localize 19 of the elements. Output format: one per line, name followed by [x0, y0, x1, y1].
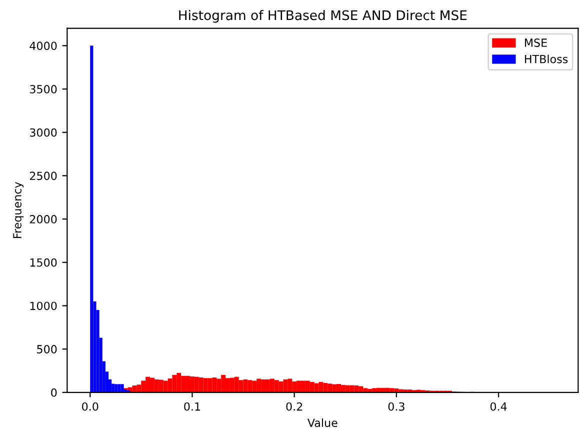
y-tick-label: 2500	[30, 172, 57, 180]
x-tick-label: 0.2	[286, 402, 302, 411]
y-axis-title: Frequency	[13, 182, 24, 238]
x-tick-label: 0.4	[490, 402, 507, 411]
y-tick-label: 0	[51, 388, 57, 397]
y-tick-label: 500	[37, 345, 57, 354]
x-axis-title: Value	[307, 418, 338, 428]
y-tick-label: 4000	[30, 42, 57, 50]
x-tick-label: 0.0	[82, 402, 98, 411]
x-tick-label: 0.1	[184, 402, 200, 411]
y-tick-label: 1500	[30, 258, 57, 267]
chart-title: Histogram of HTBased MSE AND Direct MSE	[179, 10, 467, 23]
legend-label: MSE	[525, 38, 547, 47]
y-tick-label: 3000	[30, 128, 57, 137]
y-tick-label: 2000	[30, 215, 57, 224]
legend-label: HTBloss	[525, 54, 568, 64]
x-tick-label: 0.3	[388, 402, 404, 411]
y-tick-label: 3500	[30, 84, 57, 94]
y-tick-label: 1000	[30, 302, 57, 310]
